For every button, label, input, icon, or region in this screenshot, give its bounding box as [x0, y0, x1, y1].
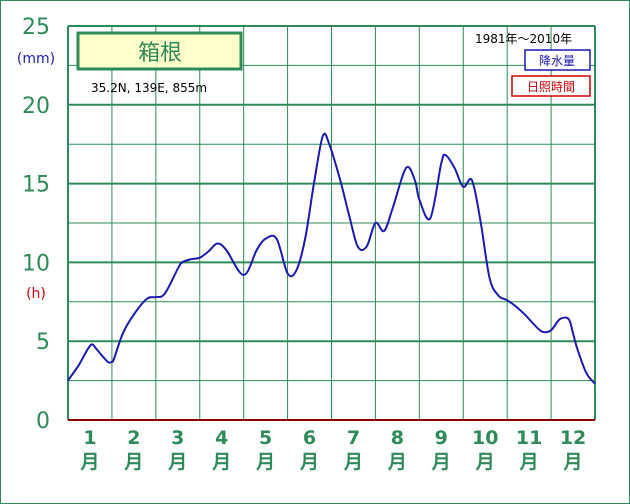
x-tick-label-number: 7 [347, 427, 360, 449]
x-tick-label-number: 5 [259, 427, 272, 449]
precipitation-line [67, 132, 596, 385]
y-tick-label: 25 [22, 15, 50, 40]
x-tick-label-suffix: 月 [387, 451, 407, 473]
location-subtitle: 35.2N, 139E, 855m [91, 81, 207, 95]
x-tick-label-suffix: 月 [519, 451, 539, 473]
x-tick-label-number: 1 [83, 427, 96, 449]
x-tick-label-suffix: 月 [79, 451, 99, 473]
x-tick-label-number: 2 [127, 427, 140, 449]
title-box: 箱根 [76, 31, 243, 71]
x-tick-label-number: 6 [303, 427, 316, 449]
x-tick-label-suffix: 月 [299, 451, 319, 473]
legend-precipitation: 降水量 [524, 49, 591, 71]
x-tick-label-suffix: 月 [123, 451, 143, 473]
x-tick-label-number: 9 [435, 427, 448, 449]
chart-title: 箱根 [138, 41, 182, 66]
x-tick-label-number: 8 [391, 427, 404, 449]
period-label: 1981年〜2010年 [475, 32, 572, 46]
legend-precipitation-label: 降水量 [539, 54, 575, 68]
legend-sunshine: 日照時間 [511, 75, 591, 97]
x-tick-label-number: 3 [171, 427, 184, 449]
y-tick-label: 20 [22, 94, 50, 119]
x-tick-label-suffix: 月 [255, 451, 275, 473]
legend-sunshine-label: 日照時間 [527, 80, 575, 94]
x-tick-label-suffix: 月 [211, 451, 231, 473]
x-tick-label-number: 11 [516, 427, 542, 449]
sunshine-unit-label: (h) [26, 286, 46, 302]
x-tick-label-suffix: 月 [167, 451, 187, 473]
y-tick-label: 15 [22, 173, 50, 198]
x-tick-label-number: 4 [215, 427, 228, 449]
legend-precipitation-box [524, 49, 591, 71]
title-box-border [76, 31, 243, 71]
x-tick-label-suffix: 月 [431, 451, 451, 473]
precipitation-unit-label: (mm) [17, 51, 55, 67]
legend-sunshine-box [511, 75, 591, 97]
x-tick-label-suffix: 月 [343, 451, 363, 473]
x-tick-label-suffix: 月 [563, 451, 583, 473]
y-tick-label: 10 [22, 251, 50, 276]
x-tick-label-number: 10 [472, 427, 498, 449]
y-tick-labels: 0 5 10 15 20 25 [22, 15, 50, 434]
y-tick-label: 5 [36, 330, 50, 355]
y-tick-label: 0 [36, 409, 50, 434]
x-tick-label-suffix: 月 [475, 451, 495, 473]
x-tick-label-number: 12 [560, 427, 586, 449]
